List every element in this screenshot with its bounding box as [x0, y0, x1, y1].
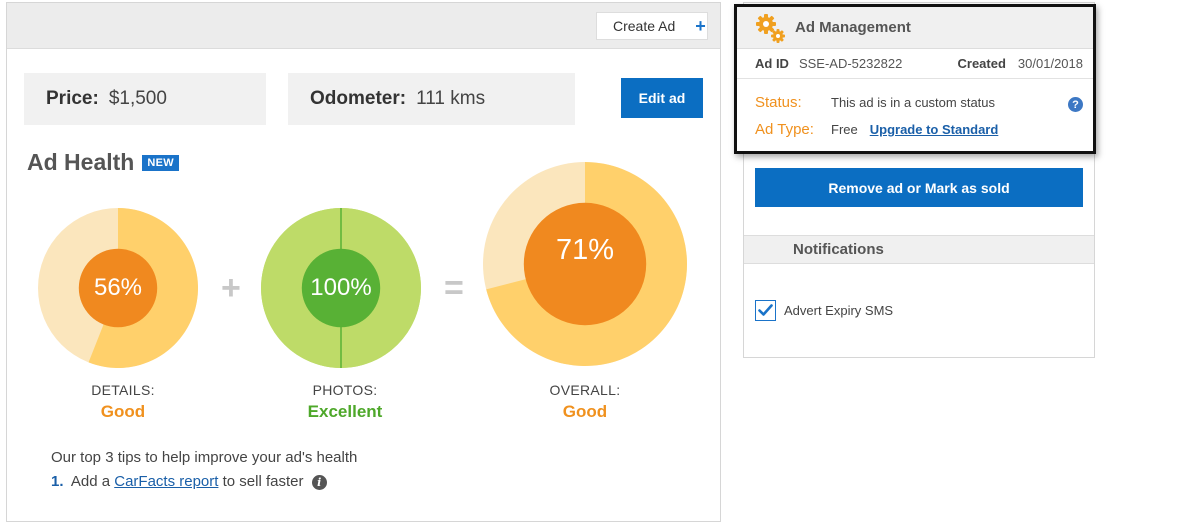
ad-type-label: Ad Type: — [755, 121, 814, 138]
photos-metric: PHOTOS: Excellent — [265, 382, 425, 422]
photos-rating: Excellent — [307, 402, 383, 421]
equals-operator: = — [444, 269, 464, 307]
details-caption: DETAILS: — [91, 382, 155, 398]
ad-id-row: Ad ID SSE-AD-5232822 Created 30/01/2018 — [737, 49, 1093, 79]
plus-operator: + — [221, 269, 241, 307]
info-icon[interactable]: i — [311, 474, 327, 490]
donut-percent: 56% — [93, 274, 143, 301]
notifications-header: Notifications — [744, 235, 1094, 264]
donut-core — [523, 202, 647, 326]
status-section: Status: This ad is in a custom status Ad… — [737, 79, 1093, 143]
odometer-label: Odometer: — [310, 88, 407, 109]
gears-icon — [756, 13, 785, 43]
ad-health-title: Ad Health — [27, 149, 135, 175]
new-badge: NEW — [142, 154, 179, 171]
remove-ad-button[interactable]: Remove ad or Mark as sold — [755, 168, 1083, 207]
sms-label: Advert Expiry SMS — [784, 303, 894, 318]
status-label: Status: — [755, 94, 802, 111]
plus-icon: + — [695, 16, 706, 36]
status-value: This ad is in a custom status — [831, 95, 996, 110]
donut-core — [78, 248, 158, 328]
checkmark-icon — [758, 304, 773, 316]
ad-management-card: Ad Management Ad ID SSE-AD-5232822 Creat… — [734, 4, 1096, 154]
ad-id-label: Ad ID — [755, 56, 789, 71]
tip-item: 1. Add a CarFacts report to sell faster … — [51, 473, 357, 490]
price-label: Price: — [46, 88, 99, 109]
ad-type-value: Free — [831, 122, 858, 137]
details-donut: 56% — [38, 208, 198, 368]
donut-percent: 100% — [310, 274, 372, 301]
overall-metric: OVERALL: Good — [505, 382, 665, 422]
donut-core — [301, 248, 381, 328]
price-value: $1,500 — [108, 88, 167, 109]
question-icon[interactable]: ? — [1068, 97, 1083, 112]
create-ad-button[interactable]: Create Ad + — [596, 12, 708, 40]
ad-overview-panel: Create Ad + Price: $1,500 Odometer: 111 … — [6, 2, 721, 522]
health-tips: Our top 3 tips to help improve your ad's… — [51, 449, 357, 497]
donut-svg — [38, 208, 198, 368]
overall-rating: Good — [562, 402, 608, 421]
ad-health-heading: Ad Health NEW — [27, 149, 179, 176]
created-value: 30/01/2018 — [1017, 56, 1083, 71]
ad-management-header: Ad Management — [737, 7, 1093, 49]
sms-checkbox[interactable] — [755, 300, 776, 321]
photos-caption: PHOTOS: — [312, 382, 378, 398]
odometer-stat: Odometer: 111 kms — [288, 73, 575, 125]
status-row: Status: This ad is in a custom status — [755, 89, 1083, 116]
created-label: Created — [957, 56, 1006, 71]
odometer-value: 111 kms — [416, 88, 486, 109]
create-ad-label: Create Ad — [613, 18, 676, 34]
details-rating: Good — [100, 402, 146, 421]
donut-svg — [261, 208, 421, 368]
price-stat: Price: $1,500 — [24, 73, 266, 125]
notification-item: Advert Expiry SMS — [755, 300, 893, 321]
ad-type-row: Ad Type: Free Upgrade to Standard — [755, 116, 1083, 143]
donut-svg — [483, 162, 687, 366]
photos-donut: 100% — [261, 208, 421, 368]
overall-caption: OVERALL: — [549, 382, 621, 398]
details-metric: DETAILS: Good — [43, 382, 203, 422]
ad-id-value: SSE-AD-5232822 — [798, 56, 903, 71]
edit-ad-button[interactable]: Edit ad — [621, 78, 703, 118]
donut-percent: 71% — [555, 234, 615, 266]
tip-text-before: Add a — [70, 473, 111, 490]
upgrade-link[interactable]: Upgrade to Standard — [869, 122, 999, 137]
carfacts-report-link[interactable]: CarFacts report — [114, 473, 219, 490]
ad-management-title: Ad Management — [795, 19, 911, 36]
tip-text-after: to sell faster — [222, 473, 304, 490]
tip-number: 1. — [51, 473, 64, 490]
panel-toolbar: Create Ad + — [7, 3, 720, 49]
tips-intro: Our top 3 tips to help improve your ad's… — [51, 449, 358, 466]
overall-donut: 71% — [483, 162, 687, 366]
